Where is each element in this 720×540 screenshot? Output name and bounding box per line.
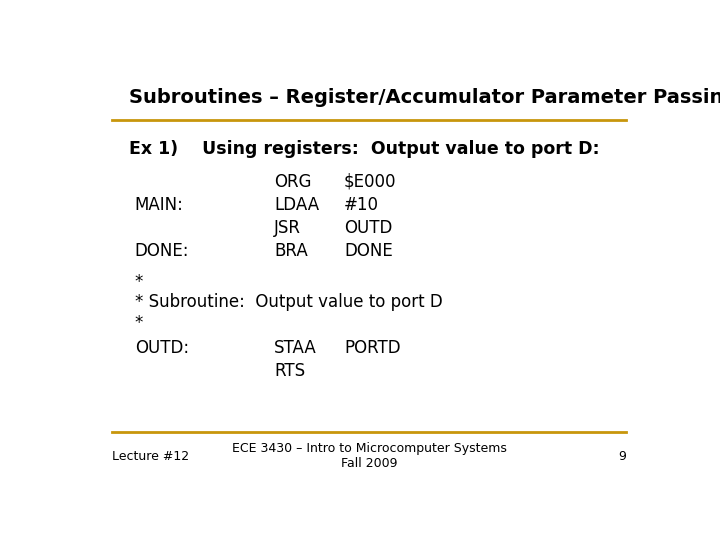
Text: Ex 1)    Using registers:  Output value to port D:: Ex 1) Using registers: Output value to p… bbox=[129, 140, 600, 158]
Text: Lecture #12: Lecture #12 bbox=[112, 450, 189, 463]
Text: JSR: JSR bbox=[274, 219, 301, 237]
Text: DONE:: DONE: bbox=[135, 241, 189, 260]
Text: ECE 3430 – Intro to Microcomputer Systems
Fall 2009: ECE 3430 – Intro to Microcomputer System… bbox=[232, 442, 506, 470]
Text: ORG: ORG bbox=[274, 173, 312, 191]
Text: PORTD: PORTD bbox=[344, 339, 400, 357]
Text: #10: #10 bbox=[344, 196, 379, 214]
Text: Subroutines – Register/Accumulator Parameter Passing: Subroutines – Register/Accumulator Param… bbox=[129, 87, 720, 107]
Text: LDAA: LDAA bbox=[274, 196, 319, 214]
Text: OUTD:: OUTD: bbox=[135, 339, 189, 357]
Text: 9: 9 bbox=[618, 450, 626, 463]
Text: *: * bbox=[135, 273, 143, 291]
Text: OUTD: OUTD bbox=[344, 219, 392, 237]
Text: MAIN:: MAIN: bbox=[135, 196, 184, 214]
Text: * Subroutine:  Output value to port D: * Subroutine: Output value to port D bbox=[135, 294, 442, 312]
Text: DONE: DONE bbox=[344, 241, 392, 260]
Text: STAA: STAA bbox=[274, 339, 317, 357]
Text: $E000: $E000 bbox=[344, 173, 397, 191]
Text: *: * bbox=[135, 314, 143, 332]
Text: RTS: RTS bbox=[274, 362, 305, 380]
Text: BRA: BRA bbox=[274, 241, 308, 260]
